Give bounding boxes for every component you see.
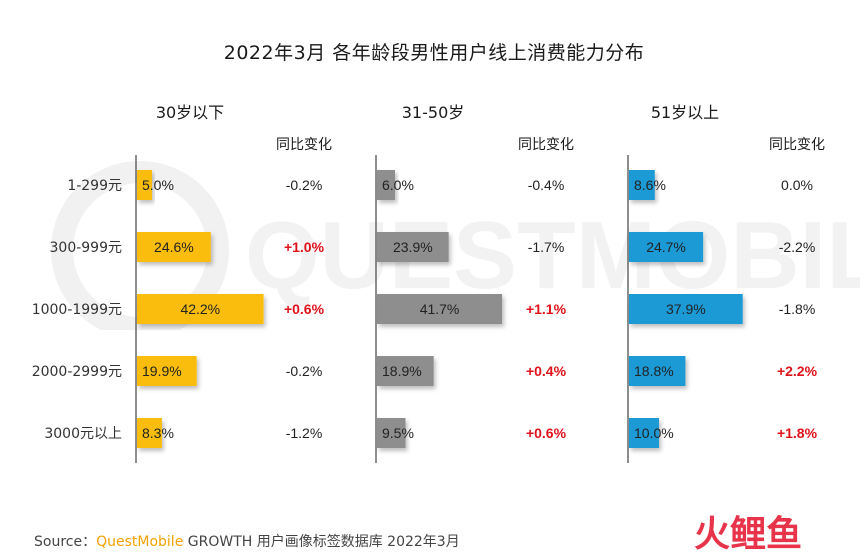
change-value: +0.6% — [526, 425, 567, 441]
change-header: 同比变化 — [769, 137, 825, 153]
source-rest: GROWTH 用户画像标签数据库 2022年3月 — [183, 534, 460, 550]
logo: 火鲤鱼 — [694, 514, 802, 554]
change-value: +1.8% — [777, 425, 818, 441]
bar — [629, 418, 659, 448]
source-line: Source：QuestMobile GROWTH 用户画像标签数据库 2022… — [34, 531, 460, 551]
bar-value-label: 18.8% — [634, 363, 674, 379]
bar-value-label: 18.9% — [382, 363, 422, 379]
bar — [377, 418, 406, 448]
change-header: 同比变化 — [518, 137, 574, 153]
bar — [377, 294, 503, 324]
change-value: -0.2% — [286, 363, 323, 379]
bar-value-label: 8.3% — [142, 425, 174, 441]
category-label: 300-999元 — [50, 240, 123, 256]
change-value: +1.1% — [526, 301, 567, 317]
change-value: +1.0% — [284, 239, 325, 255]
bar-value-label: 6.0% — [382, 177, 414, 193]
category-label: 3000元以上 — [44, 426, 122, 442]
bar-value-label: 5.0% — [142, 177, 174, 193]
source-brand: QuestMobile — [96, 534, 184, 550]
change-value: +0.6% — [284, 301, 325, 317]
bar-value-label: 8.6% — [634, 177, 666, 193]
bar-value-label: 9.5% — [382, 425, 414, 441]
bar-value-label: 41.7% — [420, 301, 460, 317]
category-label: 1-299元 — [67, 178, 122, 194]
bar — [137, 356, 197, 386]
change-value: +0.4% — [526, 363, 567, 379]
change-value: -1.2% — [286, 425, 323, 441]
bar — [137, 418, 162, 448]
bar-value-label: 37.9% — [666, 301, 706, 317]
panel-title: 31-50岁 — [402, 103, 465, 122]
change-value: +2.2% — [777, 363, 818, 379]
bar — [629, 170, 655, 200]
bar — [377, 356, 434, 386]
bar-value-label: 24.7% — [646, 239, 686, 255]
change-value: -1.8% — [779, 301, 816, 317]
bar — [137, 294, 264, 324]
category-label: 2000-2999元 — [32, 364, 122, 380]
bar — [629, 356, 686, 386]
chart-title: 2022年3月 各年龄段男性用户线上消费能力分布 — [223, 42, 645, 64]
change-value: -1.7% — [528, 239, 565, 255]
bar — [377, 232, 449, 262]
panel-title: 30岁以下 — [156, 103, 224, 122]
change-header: 同比变化 — [276, 137, 332, 153]
category-label: 1000-1999元 — [32, 302, 122, 318]
bar — [629, 294, 743, 324]
bar — [137, 232, 211, 262]
bar-value-label: 23.9% — [393, 239, 433, 255]
bar-value-label: 42.2% — [180, 301, 220, 317]
logo-text: 火鲤鱼 — [694, 514, 802, 554]
source-prefix: Source： — [34, 534, 97, 550]
bar — [377, 170, 395, 200]
bar — [137, 170, 152, 200]
change-value: -2.2% — [779, 239, 816, 255]
panel-title: 51岁以上 — [651, 103, 719, 122]
bar — [629, 232, 704, 262]
bar-value-label: 24.6% — [154, 239, 194, 255]
change-value: -0.2% — [286, 177, 323, 193]
change-value: 0.0% — [781, 177, 813, 193]
bar-value-label: 10.0% — [634, 425, 674, 441]
change-value: -0.4% — [528, 177, 565, 193]
bar-value-label: 19.9% — [142, 363, 182, 379]
